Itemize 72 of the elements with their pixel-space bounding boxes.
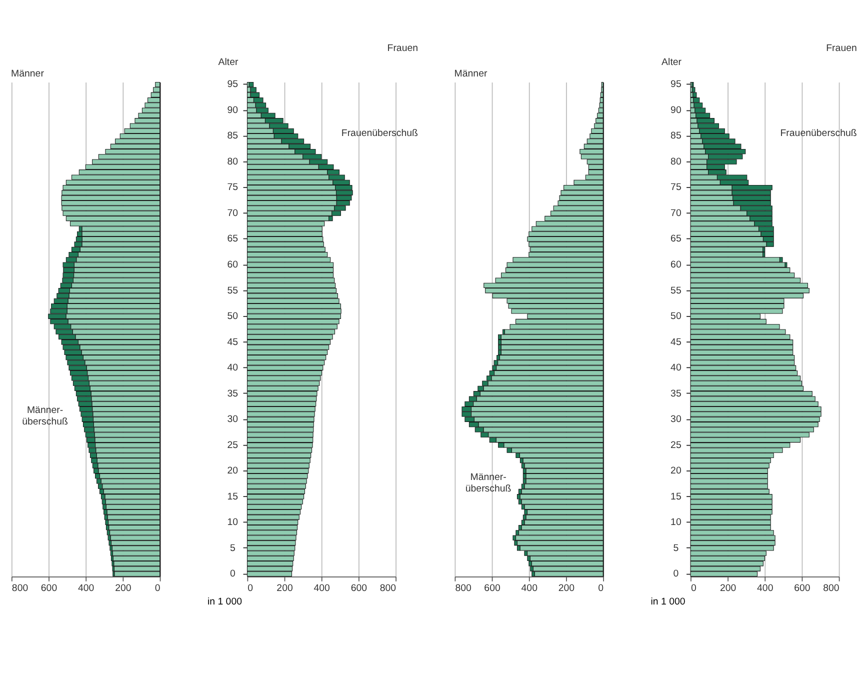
y-tick-label: 10 <box>670 517 682 528</box>
annotation: Männer- überschuß <box>22 405 68 428</box>
y-tick-label: 10 <box>227 517 239 528</box>
y-tick-label: 25 <box>227 440 238 451</box>
x-tick-label: 200 <box>115 583 132 594</box>
x-tick-label: 800 <box>12 583 29 594</box>
x-tick-label: 600 <box>350 583 368 594</box>
x-tick-label: 0 <box>248 583 254 594</box>
y-tick-label: 95 <box>670 79 682 90</box>
y-tick-label: 0 <box>230 568 236 580</box>
y-tick-label: 5 <box>230 542 236 554</box>
y-tick-label: 25 <box>670 440 682 451</box>
y-tick-label: 65 <box>227 234 238 245</box>
y-tick-label: 15 <box>227 491 238 502</box>
x-tick-label: 600 <box>484 583 501 594</box>
chart-title: Männer <box>454 68 488 80</box>
y-tick-label: 85 <box>670 130 682 142</box>
y-tick-label: 50 <box>670 311 682 322</box>
y-tick-label: 80 <box>227 156 239 168</box>
y-tick-label: 55 <box>227 285 238 296</box>
y-tick-label: 65 <box>670 234 682 245</box>
x-tick-label: 0 <box>154 583 161 594</box>
annotation: Frauenüberschuß <box>341 128 418 139</box>
x-axis-title: in 1 000 <box>650 596 686 608</box>
y-tick-label: 5 <box>673 542 679 554</box>
y-tick-label: 70 <box>227 208 239 219</box>
x-tick-label: 0 <box>690 583 697 594</box>
y-tick-label: 20 <box>670 466 682 477</box>
y-tick-label: 20 <box>227 466 239 477</box>
x-tick-label: 400 <box>521 583 538 594</box>
y-tick-label: 30 <box>670 414 682 426</box>
y-tick-label: 55 <box>670 285 682 296</box>
y-tick-label: 45 <box>670 336 682 348</box>
y-tick-label: 75 <box>670 182 682 194</box>
x-tick-label: 600 <box>794 583 811 594</box>
y-tick-label: 70 <box>670 208 682 219</box>
chart-title: Frauen <box>387 43 418 54</box>
y-tick-label: 60 <box>227 260 239 270</box>
y-tick-label: 40 <box>227 362 239 374</box>
x-tick-label: 200 <box>720 583 737 594</box>
chart-title: Frauen <box>826 43 857 54</box>
y-tick-label: 50 <box>227 311 239 322</box>
y-tick-label: 45 <box>227 336 238 348</box>
y-tick-label: 40 <box>670 362 682 374</box>
y-axis-title: Alter <box>662 56 682 68</box>
y-tick-label: 90 <box>227 104 239 116</box>
y-axis-title: Alter <box>218 56 239 68</box>
x-axis-title: in 1 000 <box>207 596 243 608</box>
y-tick-label: 80 <box>670 156 682 168</box>
x-tick-label: 800 <box>380 583 397 594</box>
chart-title: Männer <box>11 68 45 80</box>
y-tick-label: 95 <box>227 79 238 90</box>
x-tick-label: 400 <box>78 583 95 594</box>
y-tick-label: 35 <box>670 388 682 400</box>
y-tick-label: 30 <box>227 414 239 426</box>
x-tick-label: 400 <box>314 583 331 594</box>
x-tick-label: 800 <box>455 583 472 594</box>
annotation: Männer- überschuß <box>465 472 512 495</box>
y-tick-label: 0 <box>673 568 680 580</box>
x-tick-label: 400 <box>757 583 774 594</box>
y-tick-label: 75 <box>227 182 238 194</box>
y-tick-label: 90 <box>670 104 682 116</box>
x-tick-label: 0 <box>598 583 604 594</box>
y-tick-label: 60 <box>670 260 682 270</box>
y-tick-label: 85 <box>227 130 238 142</box>
x-tick-label: 600 <box>40 583 58 594</box>
x-tick-label: 200 <box>558 583 576 594</box>
x-tick-label: 200 <box>276 583 294 594</box>
y-tick-label: 15 <box>670 491 682 502</box>
x-tick-label: 800 <box>823 583 840 594</box>
annotation: Frauenüberschuß <box>780 128 857 139</box>
y-tick-label: 35 <box>227 388 238 400</box>
